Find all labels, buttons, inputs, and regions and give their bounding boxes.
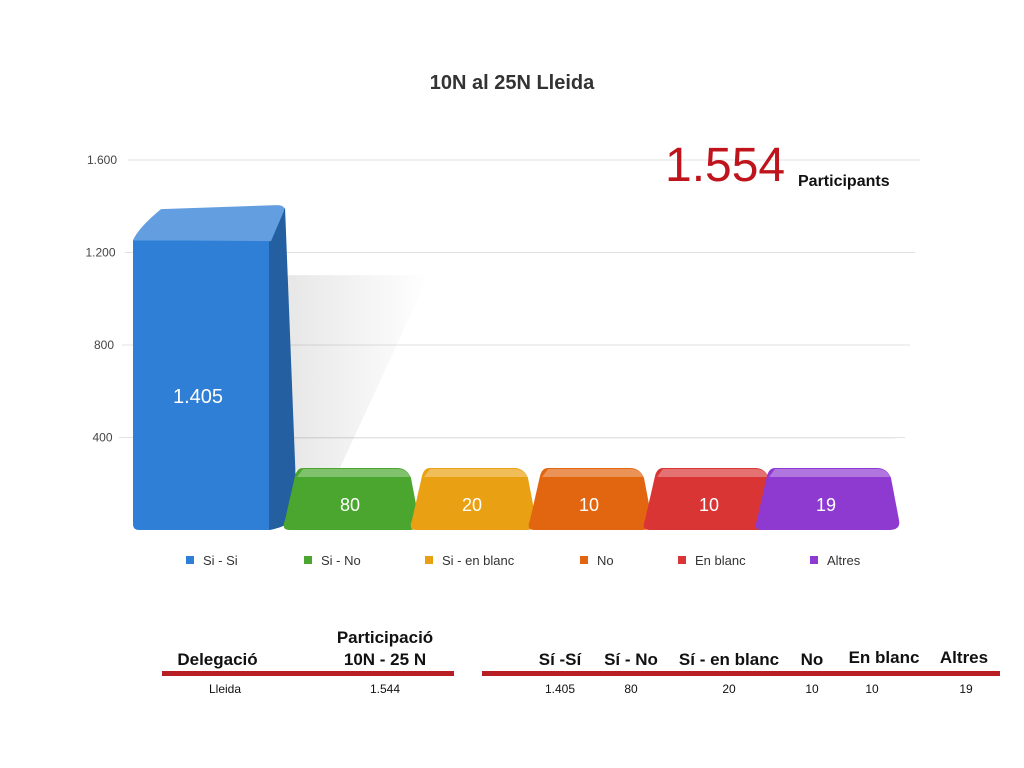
- chart-title: 10N al 25N Lleida: [429, 72, 595, 94]
- bar-front: [643, 468, 778, 530]
- table-cell-participacio: 1.544: [369, 682, 401, 696]
- bar-chart: 400 800 1.200 1.600 1.405 80 20 10 10 19 Si - Si…: [85, 153, 920, 568]
- table-cell-si-blanc: 20: [722, 682, 736, 696]
- legend-swatch: [304, 556, 312, 564]
- bar: 20: [410, 468, 537, 530]
- legend-item: Si - en blanc: [425, 553, 515, 568]
- table-header-delegacio: Delegació: [177, 650, 258, 669]
- table-header-participacio-line1: Participació: [336, 628, 434, 647]
- y-tick-label: 400: [92, 431, 112, 445]
- legend-label: No: [597, 553, 614, 568]
- bar-value-label: 10: [579, 495, 599, 515]
- table-cell-no: 10: [805, 682, 819, 696]
- legend-item: Si - No: [304, 553, 361, 568]
- y-tick-label: 1.200: [85, 246, 115, 260]
- bar-top: [542, 469, 643, 477]
- table-header-si-no: Sí - No: [604, 650, 658, 669]
- legend-label: Altres: [827, 553, 861, 568]
- table-cell-si-si: 1.405: [544, 682, 576, 696]
- bar-front: [283, 468, 420, 530]
- bar: 1.405: [133, 205, 429, 530]
- legend-item: Altres: [810, 553, 861, 568]
- table-header-no: No: [800, 650, 824, 669]
- table-header-si-blanc: Sí - en blanc: [678, 650, 780, 669]
- bar-top: [297, 469, 410, 477]
- bar-shadow: [279, 275, 429, 470]
- y-tick-label: 1.600: [87, 153, 117, 167]
- bar: 10: [643, 468, 778, 530]
- total-participants-label: Participants: [798, 173, 890, 190]
- legend-label: En blanc: [695, 553, 746, 568]
- total-participants-value: 1.554: [665, 139, 786, 192]
- legend-label: Si - Si: [203, 553, 238, 568]
- legend-label: Si - en blanc: [442, 553, 515, 568]
- table-header-en-blanc: En blanc: [848, 648, 920, 667]
- y-tick-label: 800: [94, 338, 114, 352]
- bar: 10: [528, 468, 653, 530]
- bar: 80: [283, 468, 420, 530]
- bar-top: [424, 469, 527, 477]
- legend-item: Si - Si: [186, 553, 238, 568]
- bar-value-label: 80: [340, 495, 360, 515]
- legend-label: Si - No: [321, 553, 361, 568]
- bar-side: [269, 207, 297, 530]
- bar-front: [133, 240, 279, 530]
- legend-swatch: [425, 556, 433, 564]
- legend-item: No: [580, 553, 614, 568]
- bar-top: [769, 469, 890, 477]
- bar-top: [657, 469, 768, 477]
- legend-swatch: [810, 556, 818, 564]
- table-rule-left: [162, 671, 454, 676]
- bar-top: [133, 205, 285, 242]
- table-header-si-si: Sí -Sí: [538, 650, 582, 669]
- bar-value-label: 20: [462, 495, 482, 515]
- table-header-participacio-line2: 10N - 25 N: [343, 650, 427, 669]
- table-cell-si-no: 80: [624, 682, 638, 696]
- bar-front: [528, 468, 653, 530]
- bar-value-label: 19: [816, 495, 836, 515]
- bar-value-label: 10: [699, 495, 719, 515]
- legend-swatch: [678, 556, 686, 564]
- bar-front: [755, 468, 900, 530]
- legend-item: En blanc: [678, 553, 746, 568]
- bar-front: [410, 468, 537, 530]
- legend-swatch: [580, 556, 588, 564]
- bar-value-label: 1.405: [173, 386, 223, 408]
- table-cell-delegacio: Lleida: [208, 682, 242, 696]
- table-header-altres: Altres: [939, 648, 989, 667]
- table-rule-right: [482, 671, 1000, 676]
- legend-swatch: [186, 556, 194, 564]
- bar: 19: [755, 468, 900, 530]
- table-cell-altres: 19: [959, 682, 973, 696]
- table-cell-en-blanc: 10: [865, 682, 879, 696]
